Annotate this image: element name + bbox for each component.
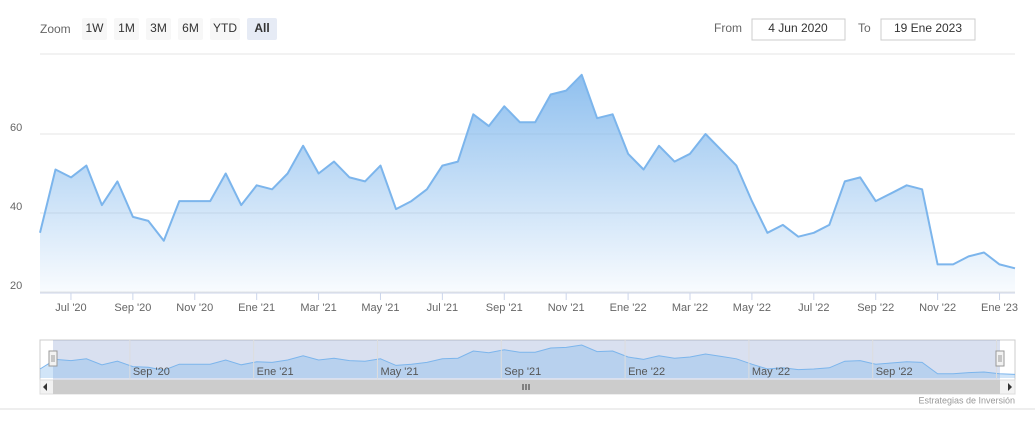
x-tick-label: Jul '20 (55, 302, 86, 314)
x-tick-label: Jul '22 (798, 302, 829, 314)
navigator-mask (53, 340, 1000, 380)
x-tick-label: Ene '22 (610, 302, 647, 314)
scroll-left[interactable] (43, 383, 47, 391)
y-tick-label: 20 (10, 280, 22, 292)
zoom-button[interactable] (210, 18, 240, 40)
scrollbar-grip (522, 384, 530, 390)
x-tick-label: May '22 (733, 302, 771, 314)
navigator-area (40, 345, 1015, 378)
area-fill (40, 74, 1015, 292)
zoom-button-label[interactable]: 1W (86, 21, 105, 35)
zoom-button[interactable] (82, 18, 107, 40)
navigator-label: Sep '20 (133, 366, 170, 378)
zoom-button-label[interactable]: 3M (150, 21, 167, 35)
x-tick-label: Mar '21 (300, 302, 336, 314)
x-tick-label: Sep '21 (486, 302, 523, 314)
x-tick-label: Ene '23 (981, 302, 1018, 314)
navigator-label: May '22 (752, 366, 790, 378)
line (39, 73, 1016, 270)
zoom-button[interactable] (178, 18, 203, 40)
to-label: To (858, 21, 871, 35)
zoom-label: Zoom (40, 22, 71, 36)
navigator-label: Ene '23 (1000, 366, 1035, 378)
navigator-handle[interactable] (48, 350, 58, 367)
from-input[interactable] (751, 18, 846, 41)
zoom-button[interactable] (247, 18, 277, 40)
zoom-button-label[interactable]: All (254, 21, 269, 35)
navigator-handle-grip (51, 355, 55, 362)
from-label: From (714, 21, 742, 35)
x-tick-label: Nov '20 (176, 302, 213, 314)
x-tick-label: Nov '21 (548, 302, 585, 314)
x-tick-label: Sep '20 (114, 302, 151, 314)
navigator-labels: Sep '20 Ene '21 May '21 Sep '21 Ene '22 May '… (129, 340, 1035, 380)
navigator-label: May '21 (380, 366, 418, 378)
credits[interactable]: Estrategias de Inversión (918, 395, 1015, 405)
x-tick-label: Jul '21 (427, 302, 458, 314)
x-tick-label: Ene '21 (238, 302, 275, 314)
navigator-label: Ene '21 (257, 366, 294, 378)
from-value[interactable]: 4 Jun 2020 (768, 21, 828, 35)
x-tick-label: Nov '22 (919, 302, 956, 314)
x-tick-label: May '21 (361, 302, 399, 314)
to-input[interactable] (880, 18, 976, 41)
navigator-label: Sep '21 (504, 366, 541, 378)
y-tick-label: 60 (10, 122, 22, 134)
navigator-label: Ene '22 (628, 366, 665, 378)
y-tick-label: 40 (10, 201, 22, 213)
zoom-button-label[interactable]: 6M (182, 21, 199, 35)
x-tick-label: Sep '22 (857, 302, 894, 314)
navigator-handle[interactable] (995, 350, 1005, 367)
to-value[interactable]: 19 Ene 2023 (894, 21, 962, 35)
navigator-line (39, 344, 1016, 375)
navigator-handle-grip (998, 355, 1002, 362)
zoom-button[interactable] (146, 18, 171, 40)
scroll-right[interactable] (1008, 383, 1012, 391)
zoom-button-label[interactable]: YTD (213, 21, 237, 35)
navigator-label: Sep '22 (876, 366, 913, 378)
zoom-button-label[interactable]: 1M (118, 21, 135, 35)
x-tick-label: Mar '22 (672, 302, 708, 314)
zoom-button[interactable] (114, 18, 139, 40)
